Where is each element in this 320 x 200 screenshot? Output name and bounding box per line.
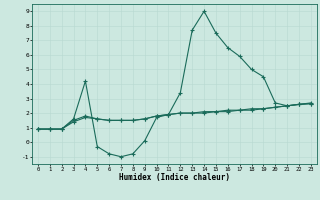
X-axis label: Humidex (Indice chaleur): Humidex (Indice chaleur)	[119, 173, 230, 182]
